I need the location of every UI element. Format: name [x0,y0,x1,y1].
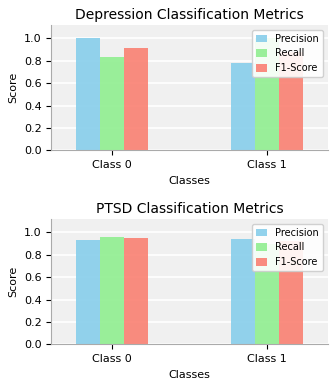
Bar [279,241,303,345]
Legend: Precision, Recall, F1-Score: Precision, Recall, F1-Score [252,30,323,77]
X-axis label: Classes: Classes [169,176,210,186]
X-axis label: Classes: Classes [169,370,210,380]
Bar [255,244,279,345]
Bar [100,237,124,345]
Bar [76,240,100,345]
Bar [100,57,124,151]
Legend: Precision, Recall, F1-Score: Precision, Recall, F1-Score [252,224,323,271]
Bar [255,38,279,151]
Title: Depression Classification Metrics: Depression Classification Metrics [75,8,304,23]
Bar [124,48,148,151]
Bar [231,63,255,151]
Title: PTSD Classification Metrics: PTSD Classification Metrics [96,202,283,217]
Bar [76,38,100,151]
Y-axis label: Score: Score [8,266,18,297]
Bar [279,52,303,151]
Bar [231,239,255,345]
Y-axis label: Score: Score [8,72,18,103]
Bar [124,238,148,345]
